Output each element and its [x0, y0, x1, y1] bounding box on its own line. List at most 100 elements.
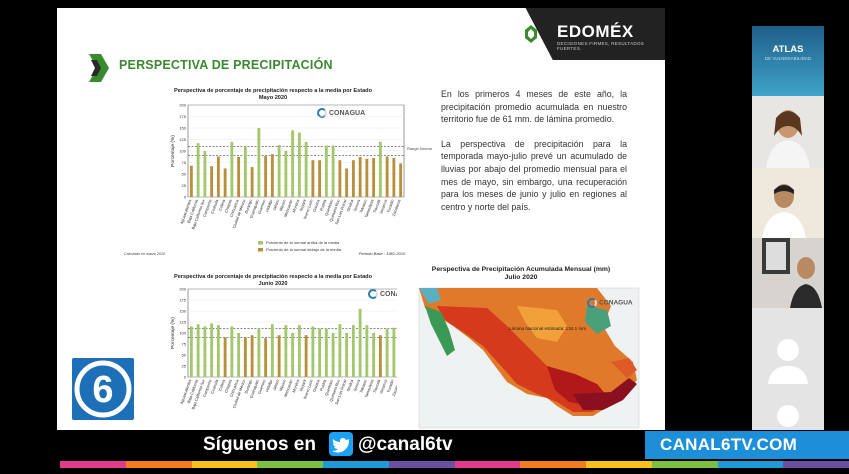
x-tick-label: Puebla: [320, 198, 328, 211]
x-tick-label: Colima: [218, 378, 226, 391]
y-axis-label: Porcentaje (%): [170, 135, 176, 167]
x-tick-label: Michoacán: [284, 379, 294, 398]
bar: [257, 328, 261, 377]
x-tick-label: Puebla: [320, 378, 328, 391]
x-tick-label: Campeche: [203, 199, 213, 218]
strip-segment: [454, 461, 521, 468]
bar: [318, 160, 322, 197]
x-tick-label: Guerrero: [258, 199, 267, 215]
bar: [365, 158, 369, 197]
x-tick-label: Chihuahua: [230, 378, 240, 397]
bar: [189, 165, 193, 197]
x-tick-label: Coahuila: [210, 378, 219, 394]
strip-segment: [651, 461, 718, 468]
conagua-icon: [368, 289, 378, 299]
bar: [216, 325, 220, 377]
strip-segment: [191, 461, 258, 468]
participant-tile-man[interactable]: [752, 168, 824, 238]
twitter-handle: @canal6tv: [358, 434, 453, 455]
bar: [237, 156, 241, 197]
bar: [284, 325, 288, 377]
x-tick-label: Morelos: [292, 199, 300, 213]
june-precipitation-chart: Perspectiva de porcentaje de precipitaci…: [114, 273, 432, 430]
x-tick-label: Zacatecas: [392, 379, 402, 397]
bar: [304, 335, 308, 377]
bar: [210, 323, 214, 377]
bar: [210, 166, 214, 197]
x-tick-label: Durango: [244, 199, 253, 214]
july-precipitation-map: Perspectiva de Precipitación Acumulada M…: [397, 266, 645, 430]
bar: [331, 333, 335, 377]
edomex-logo: EDOMÉX: [557, 22, 634, 41]
x-tick-label: Querétaro: [324, 199, 334, 216]
may-conagua-logo: CONAGUA: [317, 108, 365, 118]
bar: [196, 324, 200, 377]
x-tick-label: Tlaxcala: [373, 378, 382, 393]
bar: [358, 308, 362, 377]
y-tick-label: 0: [184, 375, 187, 380]
x-tick-label: Nuevo León: [303, 199, 314, 220]
bar: [257, 128, 261, 197]
strip-segment: [125, 461, 192, 468]
x-tick-label: Tamaulipas: [364, 379, 374, 399]
y-tick-label: 100: [179, 149, 186, 154]
edomex-tagline: DECISIONES FIRMES, RESULTADOS FUERTES.: [557, 41, 645, 51]
bar: [345, 168, 349, 197]
conagua-icon: [587, 298, 597, 308]
x-tick-label: México: [279, 379, 287, 392]
bar: [378, 335, 382, 377]
x-tick-label: Chiapas: [224, 379, 233, 394]
strip-segment: [783, 461, 849, 468]
bar: [223, 168, 227, 197]
default-avatar-icon: [768, 339, 808, 427]
x-tick-label: Hidalgo: [265, 379, 273, 392]
participant-tile-atlas[interactable]: ATLAS DE VULNERABILIDAD: [752, 26, 824, 96]
y-tick-label: 75: [182, 160, 187, 165]
bar: [297, 132, 301, 197]
bar: [189, 326, 193, 377]
bar: [264, 156, 268, 197]
strip-segment: [586, 461, 652, 468]
bar: [385, 328, 389, 377]
x-tick-label: Chihuahua: [230, 198, 240, 217]
bar: [203, 151, 207, 197]
y-tick-label: 200: [179, 103, 186, 108]
bar: [203, 326, 207, 377]
bar: [372, 157, 376, 197]
x-tick-label: Yucatán: [386, 199, 394, 213]
bar: [392, 327, 396, 377]
y-tick-label: 175: [179, 114, 186, 119]
x-tick-label: Veracruz: [379, 379, 388, 395]
x-tick-label: Quintana Roo: [329, 379, 341, 402]
y-tick-label: 25: [182, 183, 187, 188]
bar: [291, 130, 295, 197]
strip-segment: [60, 461, 126, 468]
participant-tile-empty[interactable]: [752, 308, 824, 430]
x-tick-label: México: [279, 199, 287, 212]
bar: [237, 333, 241, 377]
x-tick-label: Guerrero: [258, 379, 267, 395]
body-paragraph: En los primeros 4 meses de este año, la …: [441, 89, 627, 125]
bar: [338, 324, 342, 377]
color-strip: [60, 461, 849, 468]
y-tick-label: 175: [179, 298, 186, 303]
x-tick-label: Tlaxcala: [373, 198, 382, 213]
bar: [324, 145, 328, 197]
x-tick-label: Nuevo León: [303, 379, 314, 400]
strip-segment: [257, 461, 323, 468]
legend-swatch: [258, 248, 263, 252]
june-chart-subtitle: Junio 2020: [258, 281, 288, 287]
canal6-logo: 6: [70, 356, 136, 422]
may-chart-title: Perspectiva de porcentaje de precipitaci…: [173, 88, 373, 94]
x-tick-label: Sonora: [353, 198, 361, 212]
bar: [304, 141, 308, 197]
bar: [345, 333, 349, 377]
map-conagua-logo: CONAGUA: [587, 298, 633, 308]
y-axis-label: Porcentaje (%): [170, 317, 176, 349]
x-tick-label: Coahuila: [210, 198, 219, 214]
x-tick-label: Colima: [218, 198, 226, 211]
legend-entry: Porciento de la normal arriba de la medi…: [266, 240, 340, 245]
participant-tile-woman[interactable]: [752, 96, 824, 168]
participant-tile-man-2[interactable]: [752, 238, 824, 308]
